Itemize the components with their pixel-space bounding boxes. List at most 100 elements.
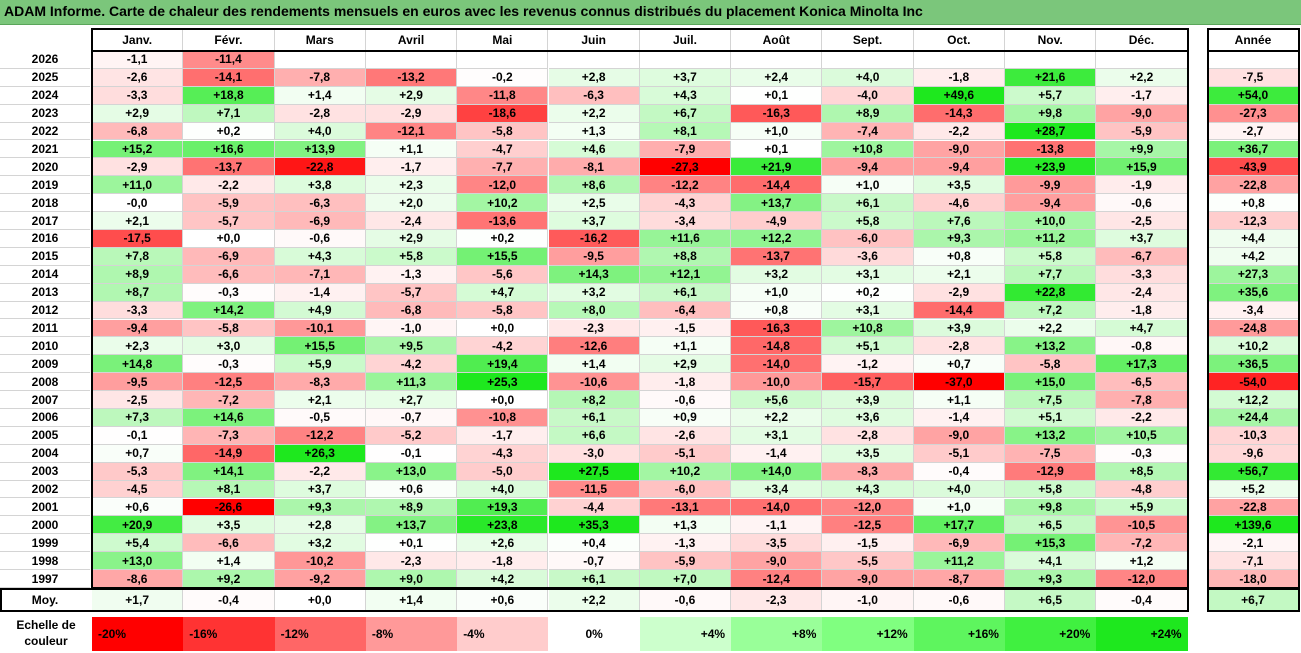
average-cell: -2,3: [731, 589, 823, 611]
legend-swatch: +20%: [1005, 617, 1097, 651]
row-year-label: 2005: [0, 427, 90, 445]
annual-cell: -22,8: [1208, 498, 1299, 517]
heatmap-cell: -4,4: [548, 498, 640, 517]
heatmap-cell: +1,0: [822, 176, 914, 195]
heatmap-cell: +6,1: [639, 283, 732, 302]
heatmap-cell: -1,2: [822, 355, 914, 374]
heatmap-cell: -9,4: [1005, 194, 1097, 213]
row-year-label: 2016: [0, 230, 90, 248]
heatmap-cell: -0,0: [92, 194, 184, 213]
heatmap-cell: -2,8: [913, 337, 1005, 356]
heatmap-cell: +5,8: [1005, 247, 1097, 266]
heatmap-cell: +4,3: [639, 86, 732, 105]
heatmap-cell: +14,6: [183, 409, 275, 427]
row-year-label: 2003: [0, 463, 90, 481]
heatmap-cell: +8,9: [92, 265, 184, 284]
heatmap-cell: +6,7: [639, 104, 732, 123]
row-year-label: 2024: [0, 87, 90, 105]
heatmap-cell: -5,1: [639, 444, 732, 463]
heatmap-cell: -5,0: [457, 462, 549, 481]
heatmap-cell: -8,6: [92, 570, 184, 588]
heatmap-cell: -3,4: [639, 212, 732, 230]
heatmap-cell: +1,4: [274, 86, 366, 105]
heatmap-cell: -7,8: [1096, 391, 1188, 409]
heatmap-cell: -4,5: [92, 480, 184, 499]
heatmap-cell: -10,2: [274, 552, 366, 571]
heatmap-cell: +10,8: [822, 140, 914, 159]
heatmap-cell: +25,3: [457, 373, 549, 392]
heatmap-cell: +13,7: [365, 516, 458, 535]
heatmap-cell: +7,2: [1005, 301, 1097, 320]
average-cell: +1,4: [365, 589, 458, 611]
heatmap-cell: -1,1: [92, 51, 184, 69]
heatmap-cell: +11,2: [913, 552, 1005, 571]
heatmap-cell: -9,9: [1005, 176, 1097, 195]
heatmap-cell: -7,2: [183, 391, 275, 409]
heatmap-cell: -14,0: [731, 498, 823, 517]
heatmap-cell: -10,1: [274, 319, 366, 338]
heatmap-cell: +13,2: [1005, 426, 1097, 445]
heatmap-cell: +8,1: [639, 122, 732, 141]
heatmap-cell: -12,6: [548, 337, 640, 356]
annual-cell: -7,5: [1208, 68, 1299, 87]
heatmap-cell: -2,9: [365, 104, 458, 123]
heatmap-cell: +35,3: [548, 516, 640, 535]
heatmap-cell: -6,0: [639, 480, 732, 499]
heatmap-cell: +14,8: [92, 355, 184, 374]
row-year-label: 2013: [0, 284, 90, 302]
heatmap-cell: -6,4: [639, 301, 732, 320]
heatmap-cell: -37,0: [913, 373, 1005, 392]
heatmap-cell: +0,1: [731, 140, 823, 159]
average-annual-cell: +6,7: [1208, 589, 1299, 611]
heatmap-cell: -0,7: [548, 552, 640, 571]
heatmap-cell: +2,2: [1096, 68, 1188, 87]
row-year-label: 1998: [0, 552, 90, 571]
row-year-label: 2004: [0, 445, 90, 463]
heatmap-cell: -1,1: [731, 516, 823, 535]
heatmap-cell: -0,7: [365, 409, 458, 427]
heatmap-cell: +9,0: [365, 570, 458, 588]
heatmap-cell: +2,1: [274, 391, 366, 409]
heatmap-cell: -7,4: [822, 122, 914, 141]
average-cell: -0,6: [913, 589, 1005, 611]
heatmap-cell: -2,8: [822, 426, 914, 445]
heatmap-cell: +2,9: [365, 86, 458, 105]
heatmap-cell: +2,1: [913, 265, 1005, 284]
heatmap-cell: -6,3: [274, 194, 366, 213]
heatmap-cell: -2,3: [365, 552, 458, 571]
heatmap-cell: -8,1: [548, 158, 640, 177]
heatmap-cell: +0,0: [457, 391, 549, 409]
heatmap-cell: -1,4: [731, 444, 823, 463]
heatmap-cell: -1,5: [822, 534, 914, 553]
heatmap-cell: -0,3: [1096, 444, 1188, 463]
heatmap-cell: -6,9: [913, 534, 1005, 553]
heatmap-cell: +2,6: [457, 534, 549, 553]
average-cell: -0,4: [1096, 589, 1188, 611]
heatmap-cell: -7,7: [457, 158, 549, 177]
heatmap-cell: +2,2: [548, 104, 640, 123]
annual-cell: -7,1: [1208, 552, 1299, 571]
heatmap-cell: -6,3: [548, 86, 640, 105]
annual-cell: +10,2: [1208, 337, 1299, 356]
heatmap-cell: +2,2: [731, 409, 823, 427]
heatmap-cell: +4,0: [457, 480, 549, 499]
heatmap-cell: -0,6: [1096, 194, 1188, 213]
heatmap-cell: -1,0: [365, 319, 458, 338]
heatmap-cell: [639, 51, 732, 69]
chart-title: ADAM Informe. Carte de chaleur des rende…: [4, 3, 923, 19]
heatmap-cell: -5,2: [365, 426, 458, 445]
heatmap-cell: +5,8: [822, 212, 914, 230]
row-year-label: 2021: [0, 141, 90, 159]
heatmap-cell: +2,9: [639, 355, 732, 374]
average-cell: +0,6: [457, 589, 549, 611]
heatmap-cell: +17,3: [1096, 355, 1188, 374]
heatmap-cell: -4,7: [457, 140, 549, 159]
heatmap-cell: +14,1: [183, 462, 275, 481]
heatmap-cell: -11,8: [457, 86, 549, 105]
heatmap-cell: +4,9: [274, 301, 366, 320]
heatmap-cell: +0,1: [365, 534, 458, 553]
heatmap-cell: -13,7: [183, 158, 275, 177]
heatmap-cell: +8,9: [365, 498, 458, 517]
heatmap-cell: +0,2: [183, 122, 275, 141]
annual-cell: -18,0: [1208, 570, 1299, 588]
